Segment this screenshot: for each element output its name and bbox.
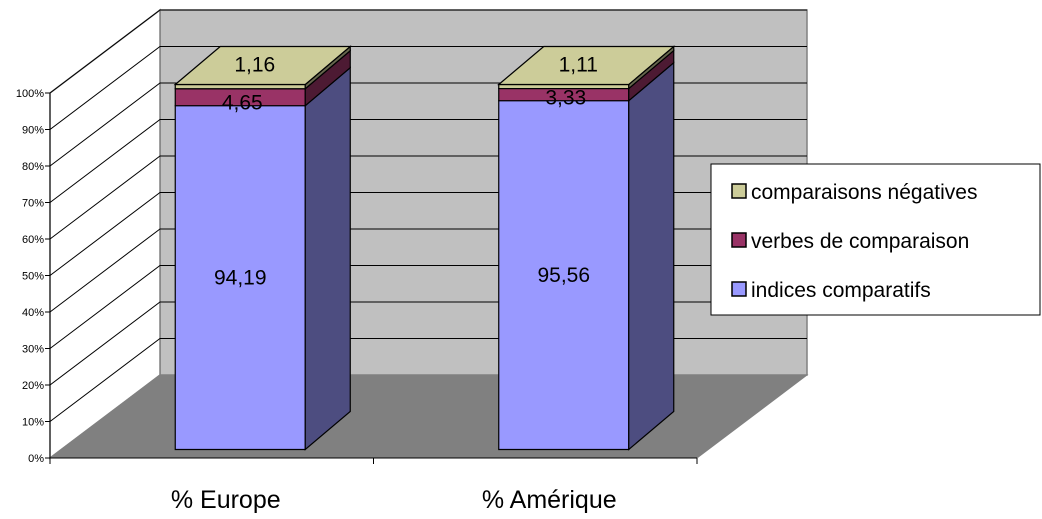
bar-side xyxy=(304,66,351,451)
y-tick-label: 50% xyxy=(22,271,44,283)
y-tick-label: 60% xyxy=(22,234,44,246)
legend-swatch xyxy=(731,281,747,297)
bar-top xyxy=(173,45,352,86)
y-tick-label: 20% xyxy=(22,380,44,392)
y-tick-label: 30% xyxy=(22,344,44,356)
y-tick-label: 70% xyxy=(22,198,44,210)
x-category-label: % Europe xyxy=(171,486,281,514)
bar-segment xyxy=(174,66,351,451)
data-label: 3,33 xyxy=(545,87,586,110)
x-axis: % Europe % Amérique xyxy=(49,457,698,514)
data-label: 4,65 xyxy=(222,92,263,115)
y-tick-label: 10% xyxy=(22,417,44,429)
bar-segment xyxy=(498,61,675,451)
legend-label: verbes de comparaison xyxy=(751,230,969,253)
gridline xyxy=(49,9,807,94)
legend-label: comparaisons négatives xyxy=(751,181,977,204)
data-label: 1,11 xyxy=(559,54,598,77)
legend-label: indices comparatifs xyxy=(751,279,931,302)
floor xyxy=(48,374,809,459)
bars: 94,19 4,65 1,16 95,56 3,33 1,11 xyxy=(173,45,676,451)
data-label: 94,19 xyxy=(214,267,267,290)
y-tick-label: 90% xyxy=(22,125,44,137)
legend-box xyxy=(710,163,1041,316)
legend-swatch xyxy=(731,232,747,248)
y-axis: 0% 10% 20% 30% 40% 50% 60% 70% 80% 90% 100% xyxy=(16,88,51,465)
bar-segment xyxy=(498,49,675,102)
bar-top xyxy=(497,45,676,86)
bar-side xyxy=(628,61,675,451)
x-category-label: % Amérique xyxy=(482,486,617,514)
chart-walls xyxy=(48,8,809,460)
y-tick-label: 80% xyxy=(22,161,44,173)
y-tick-label: 40% xyxy=(22,307,44,319)
y-tick-label: 100% xyxy=(16,88,44,100)
legend-swatch xyxy=(731,183,747,199)
data-label: 95,56 xyxy=(537,264,590,287)
legend: comparaisons négatives verbes de comparai… xyxy=(710,163,1041,316)
bar-front xyxy=(174,83,306,90)
bar-segment xyxy=(173,45,352,91)
bar-segment xyxy=(497,45,676,90)
data-label: 1,16 xyxy=(234,54,275,77)
y-tick-label: 0% xyxy=(28,453,44,465)
